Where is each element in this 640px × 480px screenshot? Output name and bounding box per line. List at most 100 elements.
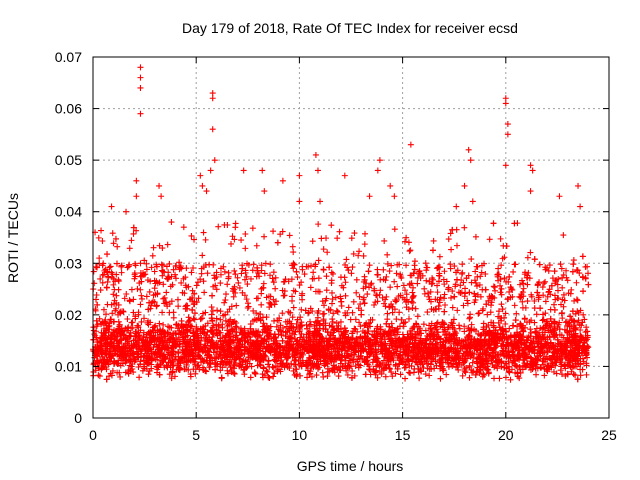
data-point xyxy=(252,370,259,377)
data-point xyxy=(513,310,520,317)
data-point xyxy=(435,347,442,354)
data-point xyxy=(103,376,110,383)
data-point xyxy=(181,290,188,297)
data-point xyxy=(185,350,192,357)
data-point xyxy=(244,281,251,288)
data-point xyxy=(301,271,308,278)
data-point xyxy=(447,230,454,237)
data-point xyxy=(304,341,311,348)
data-point xyxy=(470,368,477,375)
data-point xyxy=(103,347,110,354)
data-point xyxy=(194,362,201,369)
data-point xyxy=(446,347,453,354)
data-point xyxy=(313,322,320,329)
data-point xyxy=(388,369,395,376)
data-point xyxy=(422,371,429,378)
data-point xyxy=(411,266,418,273)
data-point xyxy=(479,307,486,314)
data-point xyxy=(223,332,230,339)
data-point xyxy=(583,360,590,367)
data-point xyxy=(466,333,473,340)
data-point xyxy=(487,309,494,316)
data-point xyxy=(450,316,457,323)
data-point xyxy=(305,263,312,270)
data-point xyxy=(189,306,196,313)
data-point xyxy=(386,304,393,311)
data-point xyxy=(522,351,529,358)
data-point xyxy=(175,303,182,310)
data-point xyxy=(561,297,568,304)
data-point xyxy=(307,284,314,291)
data-point xyxy=(98,320,105,327)
data-point xyxy=(307,370,314,377)
data-point xyxy=(318,345,325,352)
data-point xyxy=(477,293,484,300)
data-point xyxy=(559,315,566,322)
data-point xyxy=(440,276,447,283)
data-point xyxy=(271,348,278,355)
data-point xyxy=(545,362,552,369)
data-point xyxy=(331,354,338,361)
data-point xyxy=(210,283,217,290)
data-point xyxy=(254,337,261,344)
data-point xyxy=(320,373,327,380)
data-point xyxy=(164,241,171,248)
data-point xyxy=(228,303,235,310)
data-point xyxy=(366,366,373,373)
data-point xyxy=(558,310,565,317)
data-point xyxy=(427,298,434,305)
data-point xyxy=(492,352,499,359)
data-point xyxy=(242,276,249,283)
data-point xyxy=(427,361,434,368)
data-point xyxy=(315,257,322,264)
data-point xyxy=(322,297,329,304)
data-point xyxy=(464,334,471,341)
data-point xyxy=(353,289,360,296)
data-point xyxy=(233,319,240,326)
data-point xyxy=(412,305,419,312)
data-point xyxy=(402,319,409,326)
data-point xyxy=(153,263,160,270)
data-point xyxy=(434,282,441,289)
data-point xyxy=(424,264,431,271)
data-point xyxy=(438,355,445,362)
data-point xyxy=(206,360,213,367)
data-point xyxy=(260,357,267,364)
data-point xyxy=(527,333,534,340)
data-point xyxy=(171,338,178,345)
data-point xyxy=(296,354,303,361)
data-point xyxy=(397,271,404,278)
data-point xyxy=(215,323,222,330)
data-point xyxy=(562,319,569,326)
data-point xyxy=(428,306,435,313)
data-point xyxy=(134,353,141,360)
data-point xyxy=(137,273,144,280)
data-point xyxy=(377,287,384,294)
data-point xyxy=(330,310,337,317)
data-point xyxy=(266,299,273,306)
data-point xyxy=(454,341,461,348)
data-point xyxy=(506,325,513,332)
data-point xyxy=(137,301,144,308)
data-point xyxy=(572,310,579,317)
data-point xyxy=(308,262,315,269)
data-point xyxy=(159,309,166,316)
data-point xyxy=(548,328,555,335)
data-point xyxy=(534,357,541,364)
data-point xyxy=(189,287,196,294)
data-point xyxy=(360,294,367,301)
data-point xyxy=(424,290,431,297)
data-point xyxy=(374,374,381,381)
data-point xyxy=(94,301,101,308)
data-point xyxy=(497,276,504,283)
data-point xyxy=(535,294,542,301)
data-point xyxy=(99,335,106,342)
data-point xyxy=(540,280,547,287)
data-point xyxy=(432,324,439,331)
data-point xyxy=(508,342,515,349)
data-point xyxy=(97,275,104,282)
data-point xyxy=(251,316,258,323)
data-point xyxy=(356,319,363,326)
data-point xyxy=(491,364,498,371)
